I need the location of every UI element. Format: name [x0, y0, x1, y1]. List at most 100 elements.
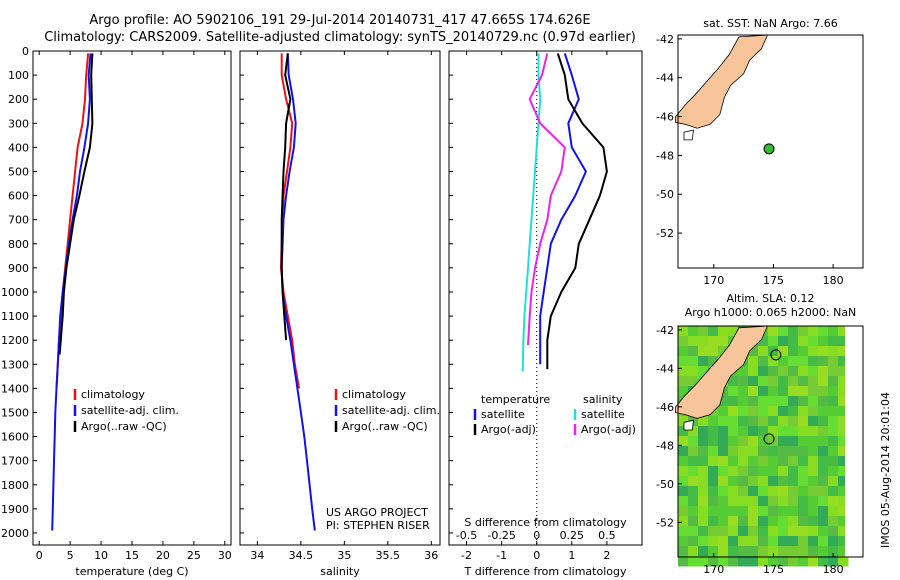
sla_map-sla-cell: [678, 556, 689, 567]
sla_map-sla-cell: [818, 386, 829, 397]
sla_map-sla-cell: [798, 516, 809, 527]
difference-series-line: [546, 53, 608, 370]
sla_map-sla-cell: [748, 396, 759, 407]
sla_map-sla-cell: [808, 426, 819, 437]
sla_map-sla-cell: [768, 416, 779, 427]
sla_map-sla-cell: [738, 536, 749, 547]
sla_map-sla-cell: [708, 426, 719, 437]
sla_map-sla-cell: [808, 466, 819, 477]
sla_map-sla-cell: [808, 536, 819, 547]
sla_map-sla-cell: [678, 546, 689, 557]
sla_map-sla-cell: [718, 556, 729, 567]
sla_map-sla-cell: [818, 546, 829, 557]
temperature-ytick-label: 500: [8, 165, 29, 178]
temperature-legend-label: satellite-adj. clim.: [81, 404, 179, 417]
sla_map-sla-cell: [798, 526, 809, 537]
sla_map-sla-cell: [698, 476, 709, 487]
sla_map-sla-cell: [778, 506, 789, 517]
sla_map-sla-cell: [838, 476, 849, 487]
sla_map-sla-cell: [798, 396, 809, 407]
sla_map-sla-cell: [718, 496, 729, 507]
sla_map-sla-cell: [838, 366, 849, 377]
difference-legend-label: satellite: [481, 408, 525, 421]
sla_map-sla-cell: [698, 556, 709, 567]
sla_map-sla-cell: [698, 466, 709, 477]
temperature-xtick-label: 30: [218, 549, 232, 562]
sst_map-ytick-label: -42: [656, 33, 674, 46]
sla_map-xtick-label: 175: [763, 563, 784, 576]
sla_map-xtick-label: 170: [703, 563, 724, 576]
difference-legend-label: Argo(-adj): [481, 423, 536, 436]
temperature-ytick-label: 1700: [1, 455, 29, 468]
sla_map-sla-cell: [708, 436, 719, 447]
sla_map-sla-cell: [828, 556, 839, 567]
sla_map-sla-cell: [828, 496, 839, 507]
sla_map-sla-cell: [798, 466, 809, 477]
sla_map-sla-cell: [818, 326, 829, 337]
sla_map-sla-cell: [728, 446, 739, 457]
sla_map-sla-cell: [708, 346, 719, 357]
sla_map-sla-cell: [798, 436, 809, 447]
sla_map-sla-cell: [778, 516, 789, 527]
sla_map-sla-cell: [808, 406, 819, 417]
sla_map-sla-cell: [778, 556, 789, 567]
sla_map-sla-cell: [688, 516, 699, 527]
sla_map-sla-cell: [708, 416, 719, 427]
sla_map-sla-cell: [678, 466, 689, 477]
difference-xtick-label: 2: [603, 549, 610, 562]
sla_map-sla-cell: [728, 396, 739, 407]
temperature-xtick-label: 5: [67, 549, 74, 562]
sla_map-sla-cell: [808, 346, 819, 357]
sla_map-sla-cell: [738, 386, 749, 397]
sla_map-sla-cell: [778, 476, 789, 487]
salinity-xtick-label: 34.5: [289, 549, 314, 562]
difference-top-tick-label: -0.5: [456, 529, 477, 542]
sla_map-sla-cell: [758, 356, 769, 367]
sla_map-sla-cell: [678, 336, 689, 347]
sla_map-sla-cell: [788, 466, 799, 477]
sla_map-sla-cell: [798, 376, 809, 387]
sla_map-island: [683, 419, 694, 431]
sla_map-sla-cell: [778, 446, 789, 457]
sla_map-sla-cell: [688, 486, 699, 497]
sla_map-sla-cell: [838, 436, 849, 447]
sla_map-sla-cell: [758, 556, 769, 567]
sla_map-sla-cell: [778, 386, 789, 397]
sla_map-sla-cell: [708, 446, 719, 457]
sla_map-sla-cell: [738, 436, 749, 447]
sla_map-sla-cell: [698, 456, 709, 467]
sst_map-ytick-label: -48: [656, 149, 674, 162]
salinity-legend-label: satellite-adj. clim.: [342, 404, 440, 417]
sla_map-float-marker: [770, 349, 782, 361]
sla_map-sla-cell: [788, 416, 799, 427]
sla_map-sla-cell: [718, 506, 729, 517]
sla_map-sla-cell: [708, 496, 719, 507]
sla_map-sla-cell: [808, 526, 819, 537]
sla_map-sla-cell: [768, 336, 779, 347]
temperature-ytick-label: 1400: [1, 382, 29, 395]
sla_map-sla-cell: [718, 526, 729, 537]
salinity-panel: 34 34.5 35 35.5 36 salinity climatology satelli…: [239, 50, 441, 578]
sla_map-sla-cell: [798, 336, 809, 347]
sla_map-sla-cell: [698, 496, 709, 507]
difference-frame: [448, 50, 643, 546]
sla_map-sla-cell: [738, 466, 749, 477]
difference-legend-title: temperature: [481, 393, 550, 406]
sla_map-sla-cell: [808, 436, 819, 447]
sla_map-sla-cell: [728, 386, 739, 397]
sla_map-sla-cell: [718, 346, 729, 357]
sla_map-sla-cell: [748, 446, 759, 457]
sla_map-sla-cell: [768, 366, 779, 377]
salinity-series-line: [280, 53, 292, 341]
sla_map-sla-cell: [738, 406, 749, 417]
sla_map-sla-cell: [758, 536, 769, 547]
sla_map-sla-cell: [688, 336, 699, 347]
sla_map-sla-cell: [808, 336, 819, 347]
sla_map-xtick-label: 180: [823, 563, 844, 576]
sla_map-sla-cell: [758, 406, 769, 417]
sla_map-sla-cell: [788, 396, 799, 407]
sla_map-sla-cell: [678, 506, 689, 517]
sla_map-sla-cell: [828, 376, 839, 387]
sla_map-sla-cell: [748, 406, 759, 417]
sla_map-sla-cell: [728, 426, 739, 437]
